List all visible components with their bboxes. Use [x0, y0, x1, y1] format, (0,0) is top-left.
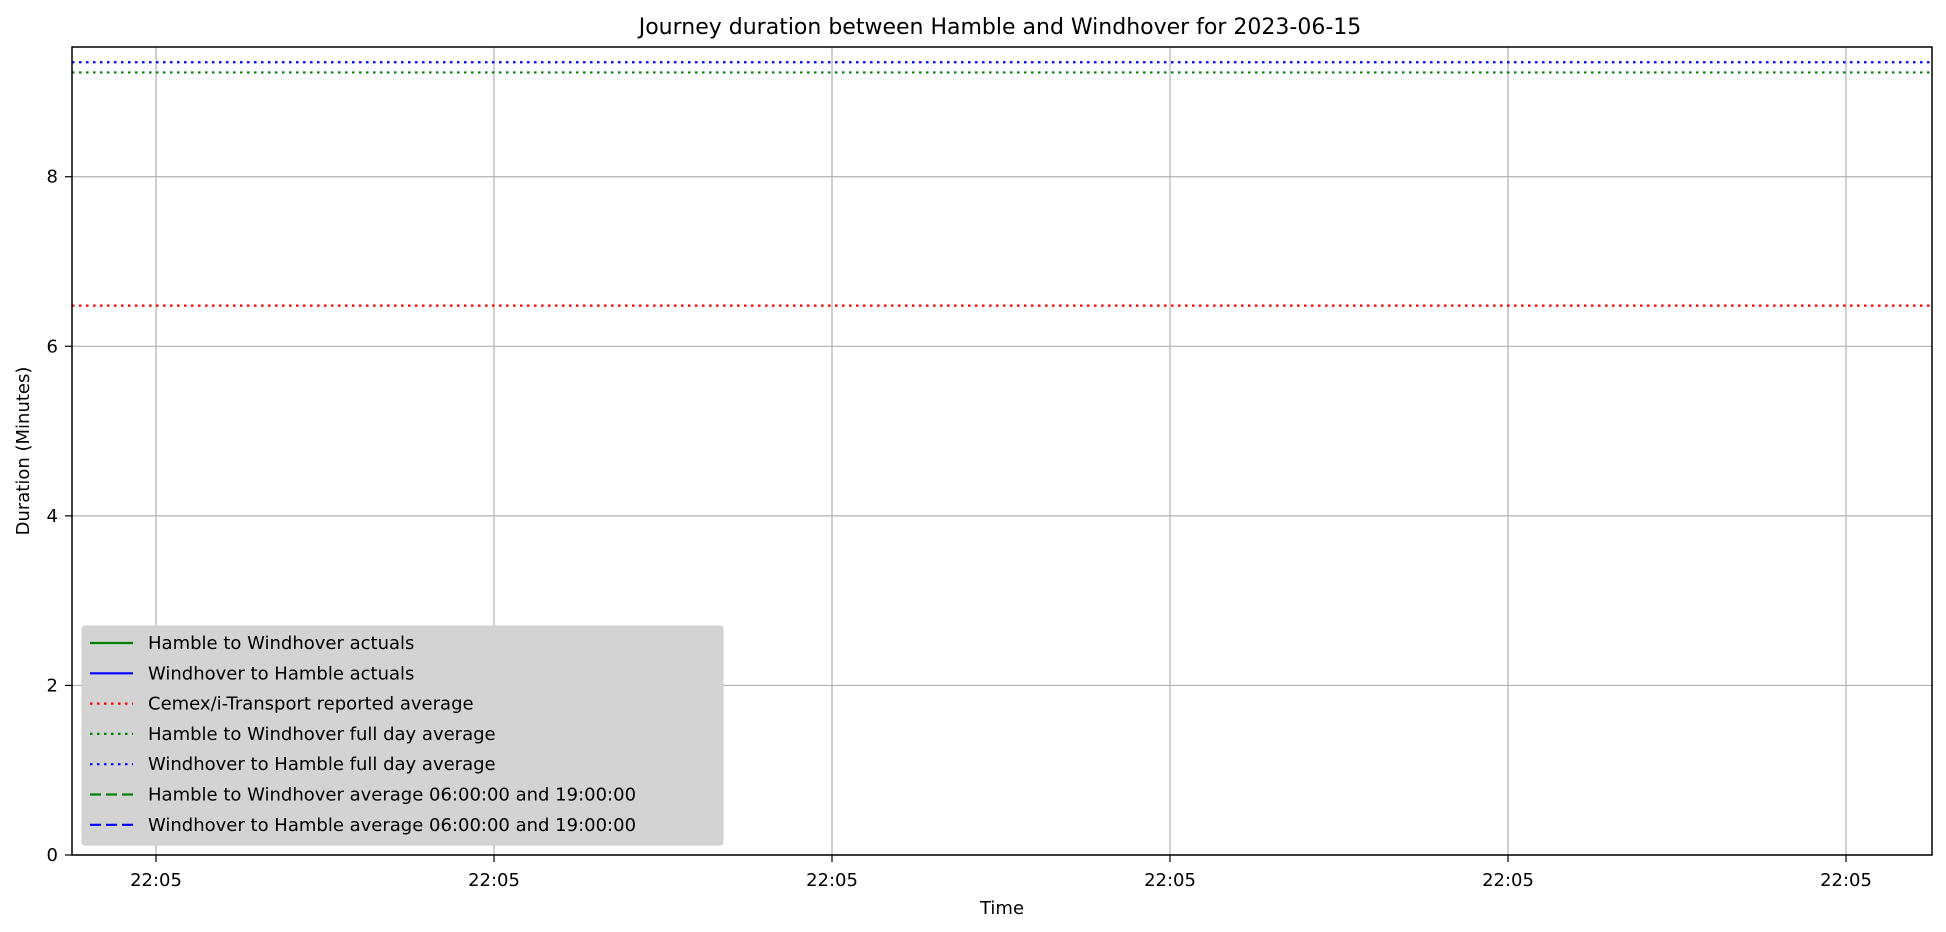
y-tick-label: 4 [47, 506, 58, 527]
y-axis-ticks: 0 2 4 6 8 [47, 167, 72, 866]
legend-box [81, 625, 724, 846]
legend: Hamble to Windhover actuals Windhover to … [81, 625, 724, 846]
y-tick-label: 6 [47, 336, 58, 357]
y-tick-label: 0 [47, 845, 58, 866]
x-tick-label: 22:05 [1144, 870, 1196, 891]
chart-title: Journey duration between Hamble and Wind… [637, 15, 1362, 40]
legend-label-1: Windhover to Hamble actuals [148, 663, 414, 684]
y-axis-label: Duration (Minutes) [13, 367, 34, 536]
x-axis-ticks: 22:05 22:05 22:05 22:05 22:05 22:05 [130, 855, 1872, 891]
legend-label-6: Windhover to Hamble average 06:00:00 and… [148, 815, 636, 836]
x-tick-label: 22:05 [1482, 870, 1534, 891]
y-tick-label: 2 [47, 675, 58, 696]
legend-label-0: Hamble to Windhover actuals [148, 633, 414, 654]
legend-label-4: Windhover to Hamble full day average [148, 754, 496, 775]
x-tick-label: 22:05 [130, 870, 182, 891]
x-tick-label: 22:05 [1820, 870, 1872, 891]
plot-frame [71, 46, 1933, 856]
legend-label-3: Hamble to Windhover full day average [148, 724, 496, 745]
legend-label-5: Hamble to Windhover average 06:00:00 and… [148, 785, 636, 806]
legend-label-2: Cemex/i-Transport reported average [148, 694, 474, 715]
y-tick-label: 8 [47, 167, 58, 188]
x-tick-label: 22:05 [806, 870, 858, 891]
x-axis-label: Time [979, 898, 1024, 919]
series-lines [72, 61, 1932, 307]
x-tick-label: 22:05 [468, 870, 520, 891]
